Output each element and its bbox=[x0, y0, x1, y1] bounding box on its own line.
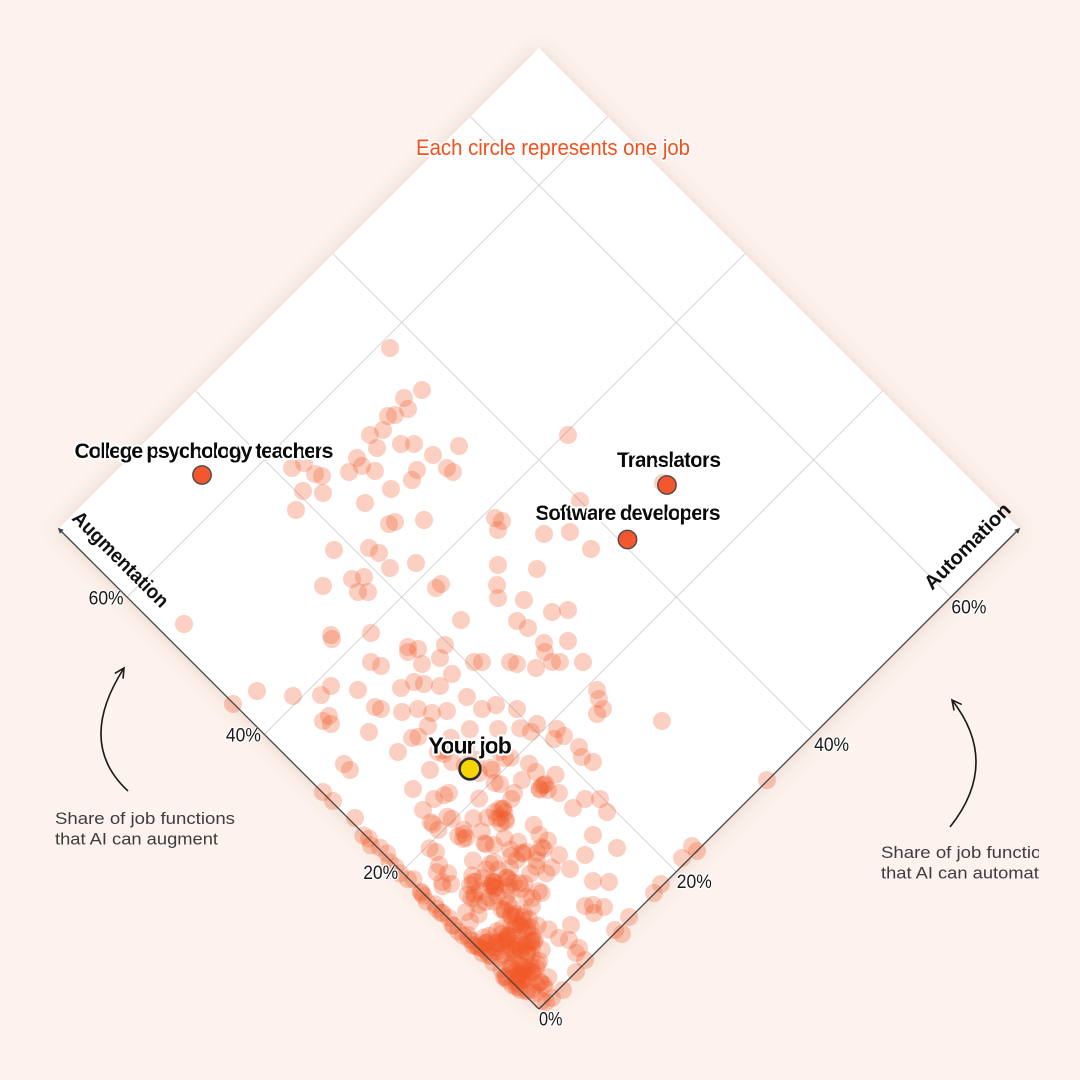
svg-text:Share of job functions: Share of job functions bbox=[881, 843, 1061, 862]
svg-text:60%: 60% bbox=[89, 587, 124, 609]
svg-text:that AI can augment: that AI can augment bbox=[55, 830, 218, 849]
svg-text:Share of job functions: Share of job functions bbox=[55, 809, 235, 828]
svg-text:Translators: Translators bbox=[617, 449, 721, 472]
svg-text:60%: 60% bbox=[951, 597, 986, 619]
svg-text:20%: 20% bbox=[677, 871, 712, 893]
svg-text:Software developers: Software developers bbox=[536, 502, 721, 525]
svg-text:20%: 20% bbox=[363, 862, 398, 884]
svg-text:Your job: Your job bbox=[428, 733, 512, 759]
svg-text:Each circle represents one job: Each circle represents one job bbox=[416, 135, 690, 160]
svg-text:40%: 40% bbox=[226, 725, 261, 747]
svg-text:40%: 40% bbox=[814, 734, 849, 756]
svg-text:that AI can automate: that AI can automate bbox=[881, 864, 1049, 883]
svg-text:College psychology teachers: College psychology teachers bbox=[75, 439, 334, 463]
svg-text:0%: 0% bbox=[539, 1008, 563, 1030]
